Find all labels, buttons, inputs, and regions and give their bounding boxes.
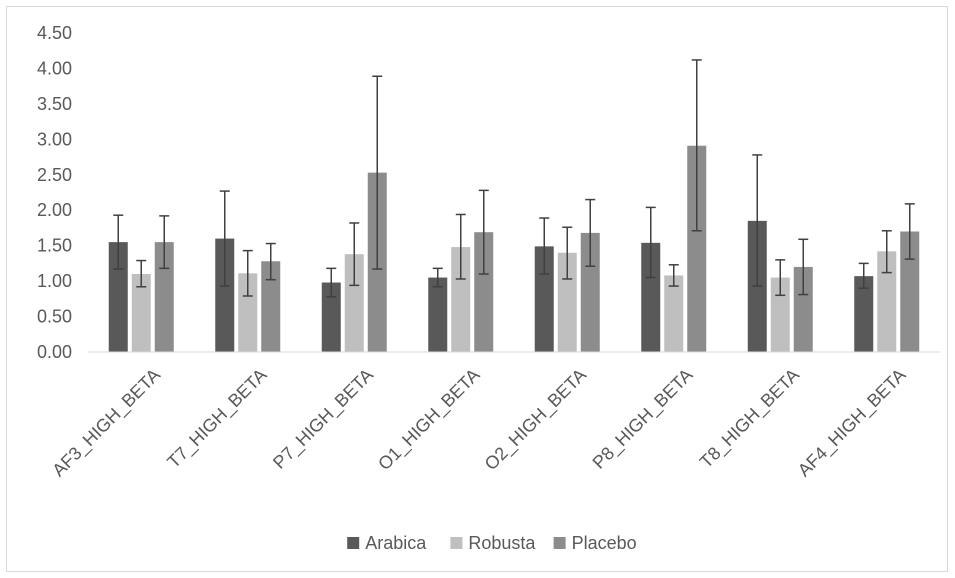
category-label: P7_HIGH_BETA <box>269 365 378 474</box>
bars-group <box>108 145 920 352</box>
bar-placebo-t7_high_beta <box>261 261 281 352</box>
bar-placebo-af4_high_beta <box>900 231 920 352</box>
category-label: T7_HIGH_BETA <box>163 365 271 473</box>
y-tick-label: 2.00 <box>37 200 72 220</box>
bar-robusta-t8_high_beta <box>770 277 790 352</box>
category-label: AF3_HIGH_BETA <box>48 365 164 481</box>
legend-swatch-robusta <box>450 537 463 549</box>
y-tick-label: 0.00 <box>37 342 72 362</box>
legend-label-robusta: Robusta <box>468 533 536 553</box>
bar-robusta-o2_high_beta <box>557 252 577 352</box>
y-axis-ticks: 0.00 0.50 1.00 1.50 2.00 2.50 3.00 3.50 4.00 4.50 <box>37 23 72 362</box>
y-tick-label: 1.50 <box>37 236 72 256</box>
legend-swatch-placebo <box>553 537 566 549</box>
bar-robusta-af3_high_beta <box>131 274 151 352</box>
legend-label-arabica: Arabica <box>365 533 427 553</box>
bar-placebo-o2_high_beta <box>580 232 600 352</box>
bar-arabica-o2_high_beta <box>534 246 554 352</box>
bar-arabica-p8_high_beta <box>641 242 661 352</box>
category-label: O1_HIGH_BETA <box>374 365 484 475</box>
bar-placebo-o1_high_beta <box>474 232 494 352</box>
bar-placebo-af3_high_beta <box>154 242 174 352</box>
bar-arabica-af4_high_beta <box>854 276 874 352</box>
bar-robusta-o1_high_beta <box>451 247 471 352</box>
y-tick-label: 4.00 <box>37 58 72 78</box>
legend-swatch-arabica <box>347 537 360 549</box>
error-bars-group <box>113 59 915 298</box>
legend: Arabica Robusta Placebo <box>347 533 637 553</box>
category-labels: AF3_HIGH_BETA T7_HIGH_BETAP7_HIGH_BETAO1_… <box>48 365 910 481</box>
y-tick-label: 4.50 <box>37 23 72 43</box>
category-label: P8_HIGH_BETA <box>589 365 698 474</box>
y-tick-label: 2.50 <box>37 165 72 185</box>
category-label: AF4_HIGH_BETA <box>794 365 910 481</box>
bar-robusta-af4_high_beta <box>877 251 897 352</box>
bar-arabica-t7_high_beta <box>215 238 235 352</box>
bar-robusta-p7_high_beta <box>344 254 364 352</box>
legend-label-placebo: Placebo <box>572 533 637 553</box>
category-label: O2_HIGH_BETA <box>481 365 591 475</box>
y-tick-label: 0.50 <box>37 307 72 327</box>
bar-placebo-p8_high_beta <box>687 145 707 352</box>
bar-arabica-p7_high_beta <box>321 282 341 352</box>
bar-robusta-t7_high_beta <box>238 273 258 352</box>
bar-placebo-t8_high_beta <box>793 266 813 352</box>
bar-robusta-p8_high_beta <box>664 275 684 352</box>
bar-arabica-o1_high_beta <box>428 277 448 352</box>
y-tick-label: 3.50 <box>37 94 72 114</box>
y-tick-label: 3.00 <box>37 129 72 149</box>
category-label: T8_HIGH_BETA <box>696 365 804 473</box>
y-tick-label: 1.00 <box>37 271 72 291</box>
